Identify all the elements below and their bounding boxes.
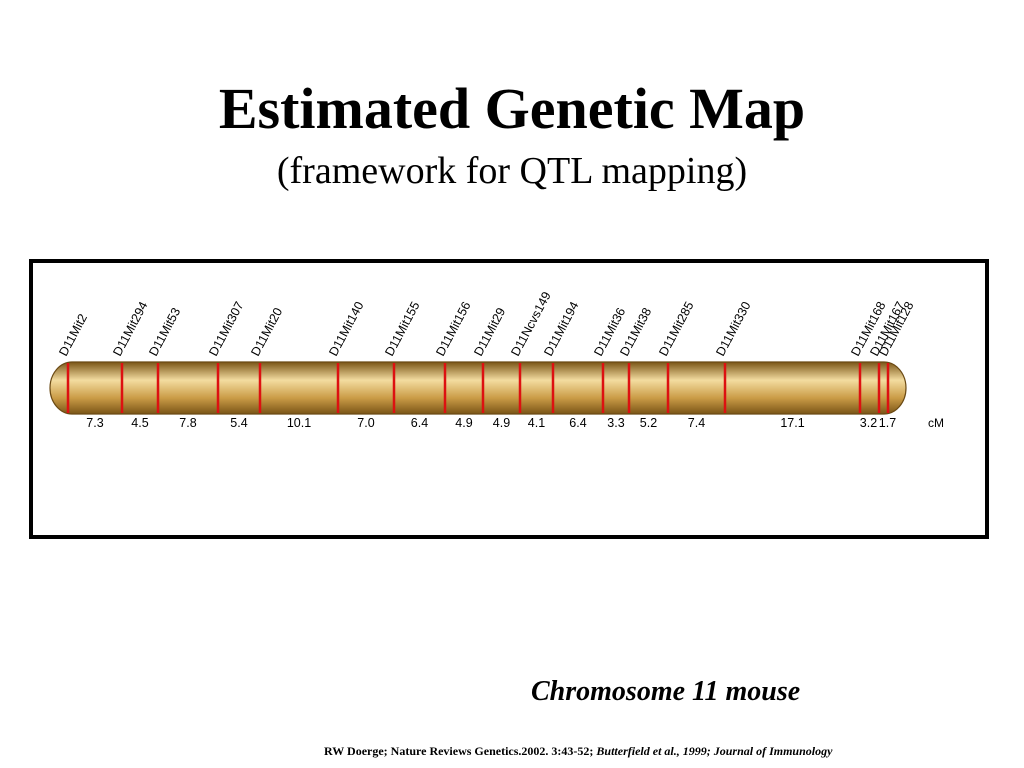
distance-label: 4.9: [455, 416, 472, 430]
page-title: Estimated Genetic Map: [218, 76, 806, 141]
distance-label: 4.9: [493, 416, 510, 430]
marker-label: D11Mit20: [248, 305, 285, 358]
marker-label: D11Mit53: [146, 305, 183, 358]
genetic-map-panel: D11Mit2 D11Mit294 D11Mit53 D11Mit307 D11Mit2…: [29, 259, 989, 539]
marker-label: D11Mit29: [471, 305, 508, 358]
distance-label: 3.3: [607, 416, 624, 430]
unit-label: cM: [928, 416, 944, 430]
citation-main: RW Doerge; Nature Reviews Genetics.2002.…: [324, 744, 594, 758]
chromosome-bar: [49, 361, 907, 415]
distance-label: 1.7: [879, 416, 896, 430]
distance-label: 6.4: [411, 416, 428, 430]
distance-label: 5.4: [230, 416, 247, 430]
distance-label: 4.1: [528, 416, 545, 430]
figure-caption: Chromosome 11 mouse: [531, 676, 801, 707]
marker-label: D11Mit294: [110, 299, 150, 358]
distance-label: 7.3: [86, 416, 103, 430]
distance-label: 17.1: [780, 416, 804, 430]
marker-label: D11Mit156: [433, 299, 473, 358]
distance-label: 7.4: [688, 416, 705, 430]
marker-label: D11Mit307: [206, 299, 246, 358]
marker-label: D11Mit155: [382, 299, 422, 358]
distance-label: 5.2: [640, 416, 657, 430]
distance-label: 7.0: [357, 416, 374, 430]
citation-secondary: Butterfield et al., 1999; Journal of Imm…: [596, 744, 833, 758]
distance-label: 3.2: [860, 416, 877, 430]
distance-label: 10.1: [287, 416, 311, 430]
citation: RW Doerge; Nature Reviews Genetics.2002.…: [324, 743, 832, 759]
marker-label: D11Mit2: [56, 312, 90, 359]
page-subtitle: (framework for QTL mapping): [276, 150, 748, 192]
distance-label: 7.8: [179, 416, 196, 430]
marker-label: D11Mit285: [656, 299, 696, 358]
distance-label: 6.4: [569, 416, 586, 430]
distance-label: 4.5: [131, 416, 148, 430]
distance-labels: 7.3 4.5 7.8 5.4 10.1 7.0 6.4 4.9 4.9 4.1 6.4 3.3 5.2…: [86, 416, 896, 430]
marker-label: D11Mit330: [713, 299, 753, 358]
marker-label: D11Mit140: [326, 299, 366, 358]
marker-lines: [66, 363, 890, 413]
